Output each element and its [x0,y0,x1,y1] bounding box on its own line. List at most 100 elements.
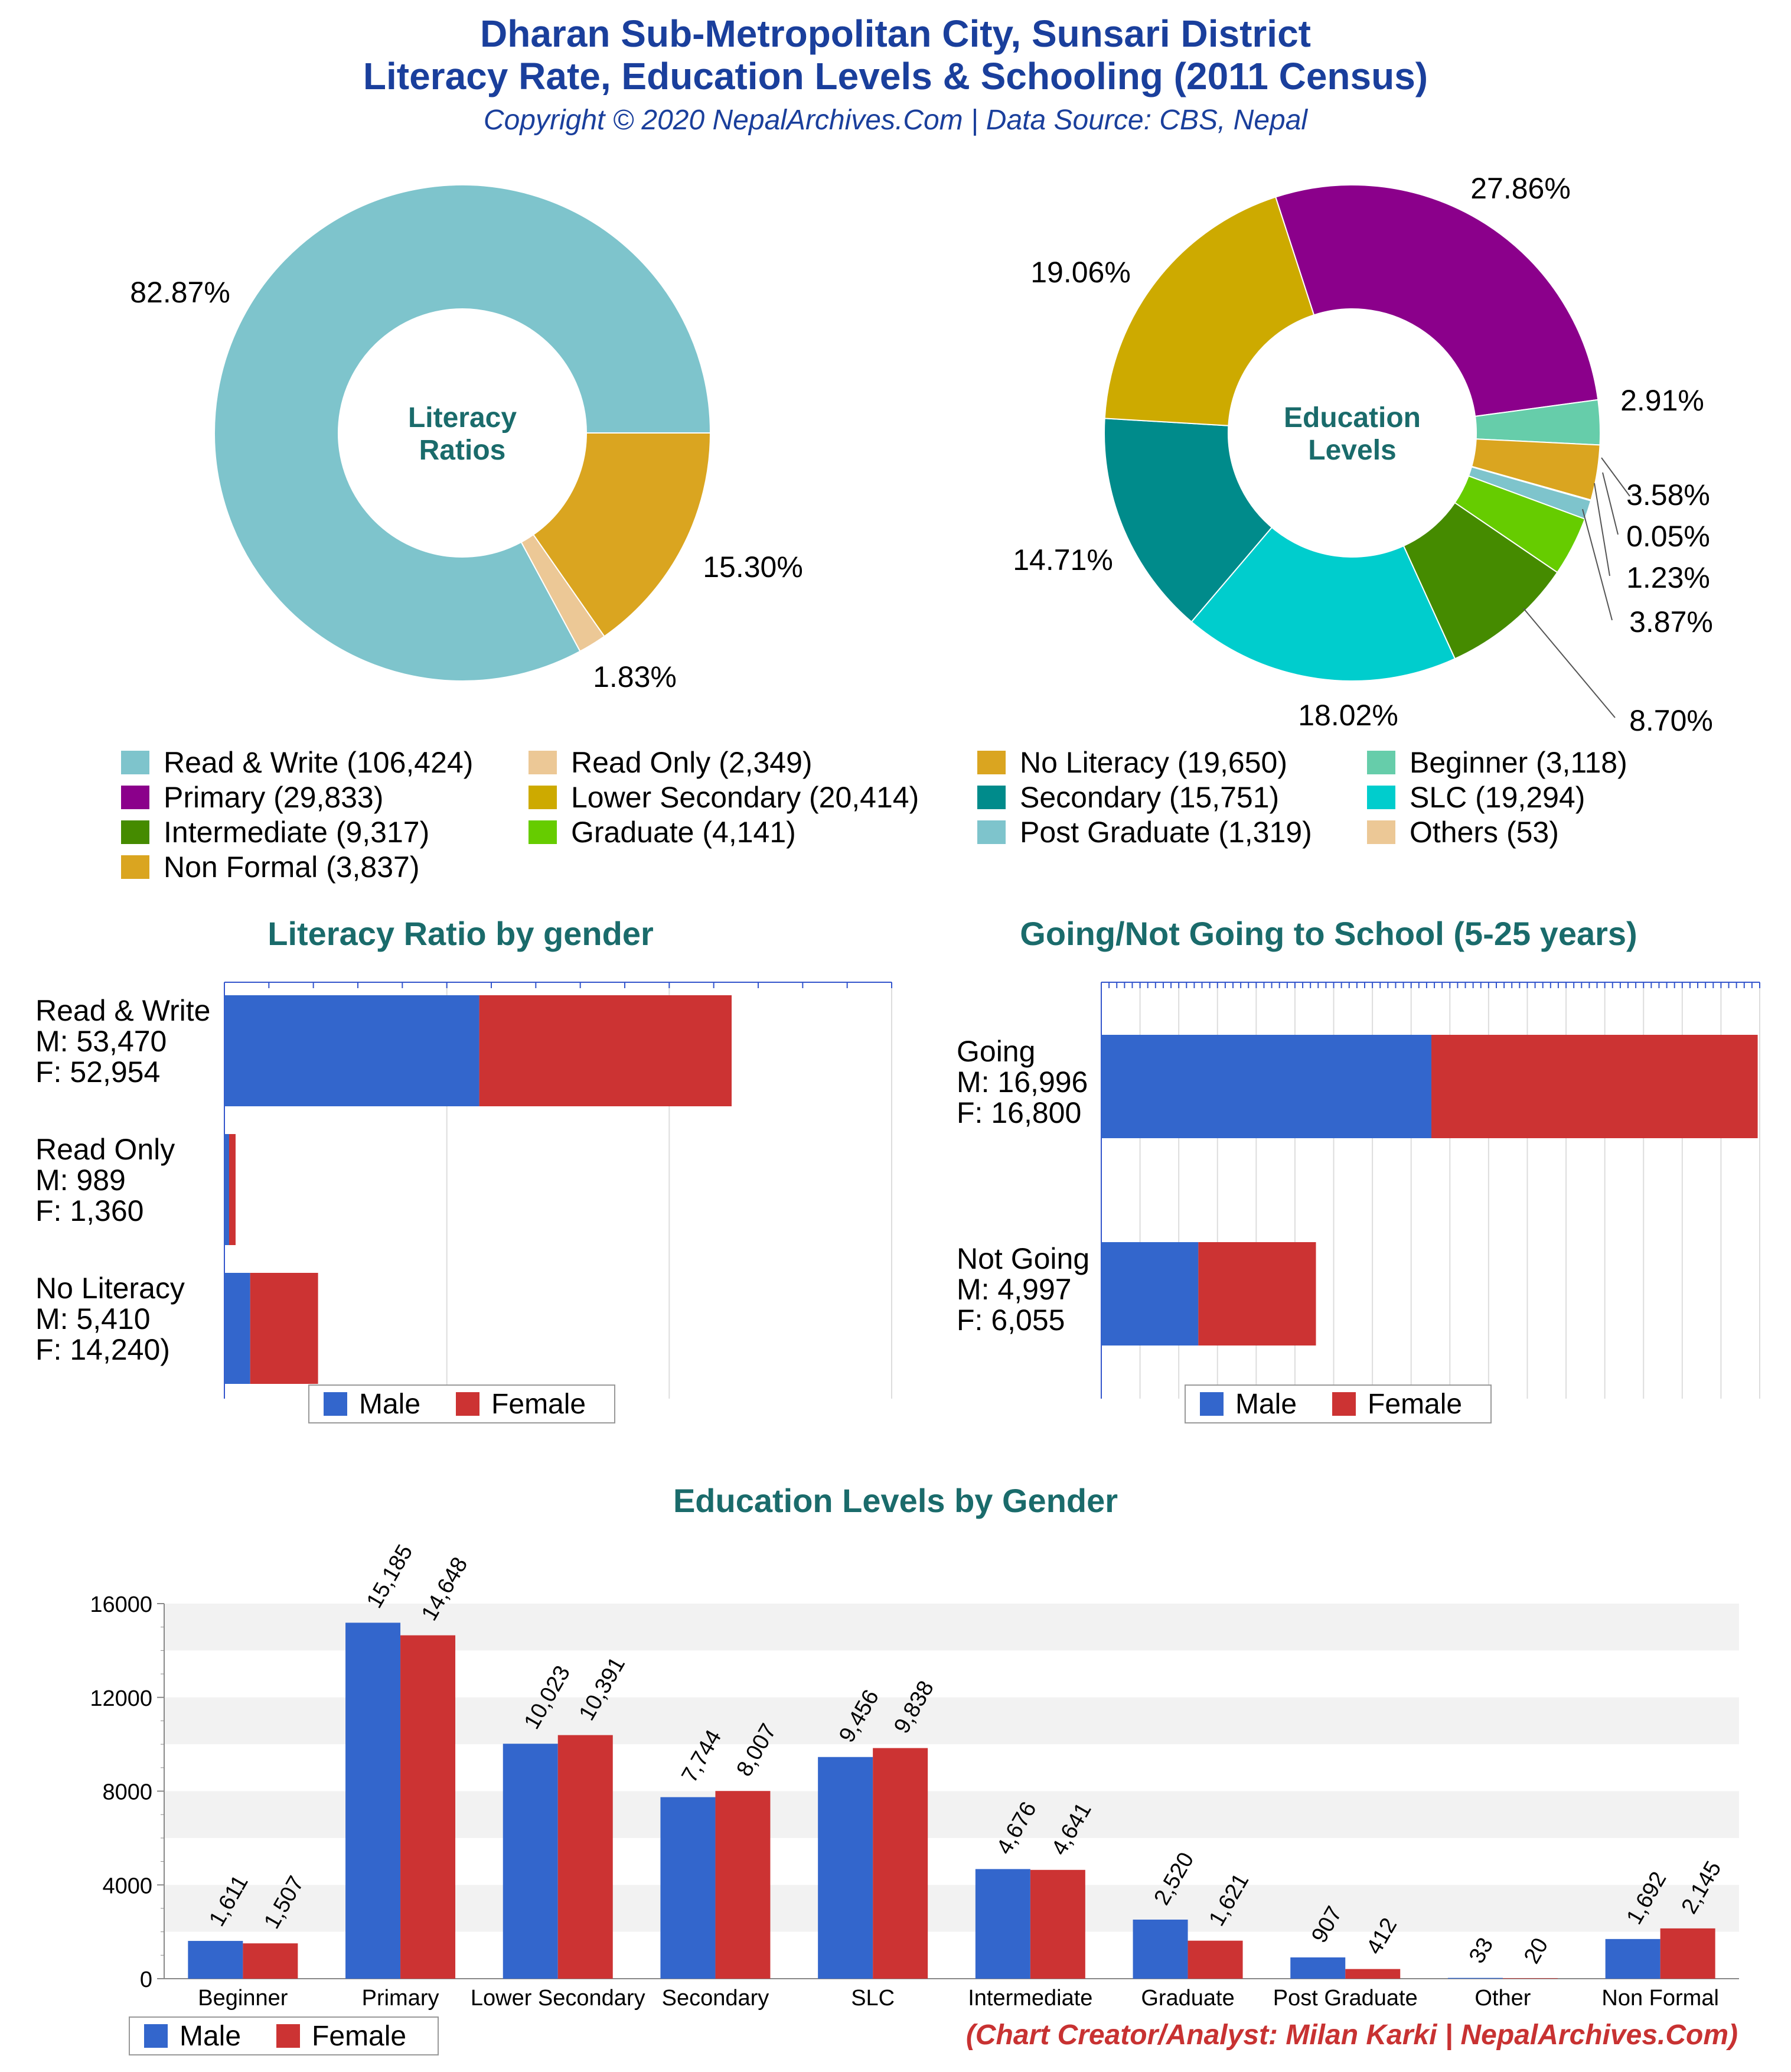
edu-gender-y-tick-label: 12000 [90,1686,152,1711]
leader-line [1601,457,1630,497]
schooling-bar-male-value: M: 16,996 [957,1066,1088,1099]
schooling-bar-female-value: F: 6,055 [957,1304,1065,1337]
education-pct-label: 3.58% [1626,478,1710,512]
edu-gender-bar-male [1290,1957,1346,1979]
legend-swatch [977,786,1006,809]
legend-item: Beginner (3,118) [1367,745,1627,780]
edu-gender-y-tick-label: 0 [140,1967,152,1992]
legend-label: Read & Write (106,424) [164,746,474,779]
edu-gender-bar-female [400,1635,456,1979]
legend-swatch [977,820,1006,844]
legend-label: No Literacy (19,650) [1020,746,1288,779]
education-slice-secondary [1104,418,1273,623]
legend-label: Lower Secondary (20,414) [571,781,919,814]
page-title-line1: Dharan Sub-Metropolitan City, Sunsari Di… [480,12,1311,55]
education-center-label: Education [1284,402,1421,434]
education-slice-primary [1274,184,1599,417]
literacy-gender-bar-female [479,995,732,1106]
edu-gender-bar-female [243,1943,298,1979]
schooling-title: Going/Not Going to School (5-25 years) [1020,915,1637,952]
male-swatch [1200,1392,1224,1416]
leader-line [1523,608,1616,718]
edu-gender-bar-male [1133,1919,1188,1979]
schooling-bar-female-value: F: 16,800 [957,1096,1081,1129]
legend-female-label: Female [312,2020,407,2052]
edu-gender-x-tick-label: Graduate [1141,1986,1234,2011]
legend-label: Intermediate (9,317) [164,816,430,849]
legend-male-label: Male [180,2020,242,2052]
literacy-gender-bar-label: No Literacy [35,1272,185,1305]
literacy-pct-label: 15.30% [703,550,803,584]
footer-credit: (Chart Creator/Analyst: Milan Karki | Ne… [965,2019,1738,2051]
legend-swatch [121,855,149,879]
education-pct-label: 0.05% [1626,520,1710,553]
edu-gender-y-tick-label: 16000 [90,1592,152,1617]
legend-swatch [529,786,557,809]
legend-label: Read Only (2,349) [571,746,813,779]
legend-item: Read & Write (106,424) [121,745,473,780]
edu-gender-bar-female [715,1791,771,1979]
female-swatch [1332,1392,1356,1416]
leader-line [1602,472,1619,535]
legend-item: Non Formal (3,837) [121,850,420,884]
edu-gender-bar-male [503,1744,558,1979]
literacy-gender-bar-female [250,1273,318,1384]
leader-line [1582,509,1613,621]
legend-swatch [1367,751,1395,774]
education-center-label: Levels [1308,435,1396,466]
literacy-gender-bar-female-value: F: 1,360 [35,1194,143,1227]
edu-gender-legend: Male Female [129,2016,439,2055]
legend-label: Post Graduate (1,319) [1020,816,1312,849]
literacy-gender-bar-female-value: F: 14,240) [35,1333,170,1366]
literacy-gender-legend: Male Female [308,1384,615,1423]
edu-gender-x-tick-label: Intermediate [968,1986,1092,2011]
schooling-bar-male [1101,1242,1199,1346]
edu-gender-bar-male [660,1797,716,1979]
edu-gender-x-tick-label: Secondary [662,1986,769,2011]
schooling-bar-female [1198,1242,1316,1346]
legend-item: Lower Secondary (20,414) [529,780,919,815]
edu-gender-y-tick-label: 8000 [102,1780,152,1805]
legend-male-label: Male [1235,1388,1297,1420]
legend-item: No Literacy (19,650) [977,745,1287,780]
copyright-subtitle: Copyright © 2020 NepalArchives.Com | Dat… [483,105,1308,136]
edu-gender-bar-male [1447,1977,1503,1979]
education-slice-slc [1190,526,1456,682]
edu-gender-bar-female [1345,1969,1401,1979]
legend-swatch [121,786,149,809]
female-swatch [456,1392,480,1416]
literacy-gender-bar-female-value: F: 52,954 [35,1055,160,1089]
legend-label: Beginner (3,118) [1410,746,1627,779]
edu-gender-bar-male [975,1869,1030,1979]
schooling-bar-label: Going [957,1035,1035,1068]
legend-swatch [121,751,149,774]
edu-gender-title: Education Levels by Gender [673,1482,1118,1519]
literacy-gender-bar-male [224,1273,250,1384]
edu-gender-bar-female [1030,1869,1085,1979]
edu-gender-x-tick-label: Post Graduate [1273,1986,1418,2011]
schooling-bar-male-value: M: 4,997 [957,1273,1072,1306]
literacy-slice-no-literacy [532,432,712,637]
edu-gender-x-tick-label: Beginner [198,1986,288,2011]
edu-gender-bar-male [345,1623,401,1979]
edu-gender-bar-female [557,1735,613,1979]
schooling-bar-male [1101,1035,1432,1138]
legend-item: Others (53) [1367,815,1559,849]
literacy-gender-bar-male [224,995,479,1106]
education-pct-label: 14.71% [1013,543,1113,576]
legend-male-label: Male [359,1388,421,1420]
literacy-center-label: Ratios [419,435,506,466]
legend-female-label: Female [491,1388,586,1420]
edu-gender-x-tick-label: SLC [851,1986,895,2011]
education-pct-label: 18.02% [1298,699,1398,732]
edu-gender-bar-male [818,1757,873,1979]
edu-gender-bar-female [1188,1940,1243,1979]
literacy-gender-bar-male-value: M: 5,410 [35,1302,151,1335]
edu-gender-bar-male [188,1941,243,1979]
education-pct-label: 19.06% [1030,256,1131,289]
legend-item: Secondary (15,751) [977,780,1279,815]
education-slice-lower-secondary [1104,196,1315,426]
legend-item: Intermediate (9,317) [121,815,429,849]
edu-gender-bar-male [1605,1939,1660,1979]
